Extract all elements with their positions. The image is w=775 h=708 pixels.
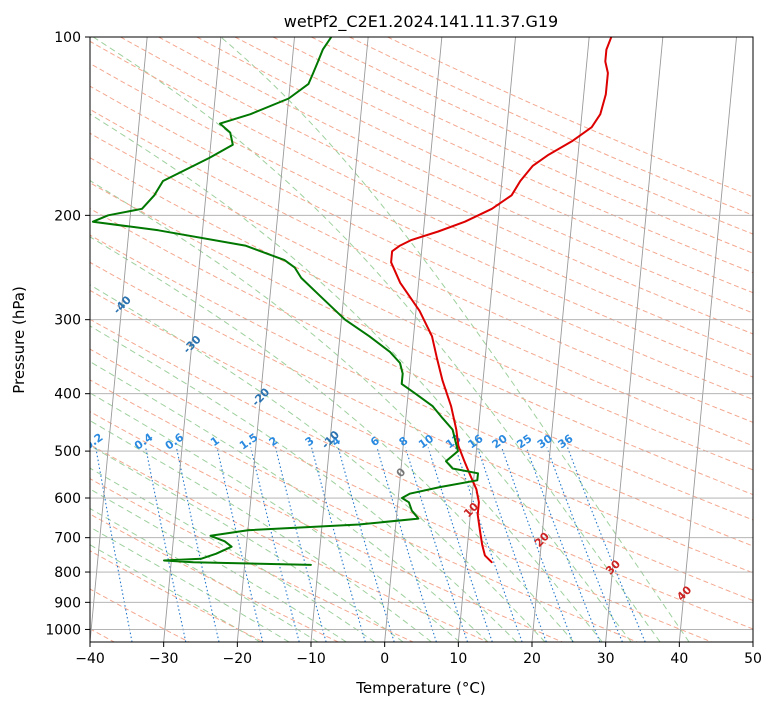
x-tick-label: 0 bbox=[380, 651, 389, 667]
y-axis-title: Pressure (hPa) bbox=[10, 286, 28, 394]
x-tick-label: 50 bbox=[744, 651, 762, 667]
isotherm-line bbox=[310, 37, 369, 642]
isotherms bbox=[90, 37, 753, 642]
x-tick-label: 30 bbox=[597, 651, 615, 667]
x-tick-label: −20 bbox=[223, 651, 253, 667]
isotherm-line bbox=[531, 37, 590, 642]
dry-adiabat-line bbox=[90, 108, 753, 423]
y-tick-label: 600 bbox=[54, 491, 81, 507]
x-tick-label: 20 bbox=[523, 651, 541, 667]
x-tick-label: −40 bbox=[75, 651, 105, 667]
y-tick-label: 800 bbox=[54, 565, 81, 581]
moist-adiabat-line bbox=[90, 361, 489, 642]
moist-adiabat-line bbox=[90, 507, 319, 642]
mixing-ratio-line bbox=[546, 447, 623, 642]
isotherm-line bbox=[678, 37, 737, 642]
dry-adiabats bbox=[90, 37, 753, 642]
dry-adiabat-line bbox=[311, 37, 753, 235]
temperature-profile-line bbox=[390, 37, 613, 564]
moist-adiabat-line bbox=[92, 37, 661, 642]
dry-adiabat-line bbox=[90, 318, 753, 630]
moist-adiabat-line bbox=[90, 488, 347, 642]
dry-adiabat-line bbox=[90, 261, 753, 574]
chart-title: wetPf2_C2E1.2024.141.11.37.G19 bbox=[284, 12, 558, 32]
plot-frame bbox=[89, 36, 754, 643]
y-tick-label: 300 bbox=[54, 313, 81, 329]
mixing-ratio-line bbox=[145, 447, 187, 642]
mixing-ratio-line bbox=[476, 447, 547, 642]
dewpoint-profile-line bbox=[91, 37, 479, 566]
mixing-ratio-line bbox=[567, 447, 646, 642]
isotherm-line bbox=[236, 37, 295, 642]
x-axis-title: Temperature (°C) bbox=[355, 679, 485, 697]
y-tick-label: 200 bbox=[54, 208, 81, 224]
moist-adiabat-line bbox=[90, 392, 461, 642]
moist-adiabat-line bbox=[220, 37, 690, 642]
mixing-ratio-line bbox=[175, 447, 220, 642]
moist-adiabat-line bbox=[90, 113, 632, 642]
x-tick-label: 40 bbox=[670, 651, 688, 667]
y-tick-label: 400 bbox=[54, 387, 81, 403]
y-tick-label: 1000 bbox=[45, 622, 81, 638]
y-tick-label: 900 bbox=[54, 595, 81, 611]
dry-adiabat-line bbox=[90, 182, 753, 496]
mixing-ratio-line bbox=[274, 447, 327, 642]
isotherm-line bbox=[163, 37, 222, 642]
plot-area: 0.10.20.40.611.52346810131620253036-100-… bbox=[90, 37, 753, 642]
dry-adiabat-line bbox=[349, 37, 753, 216]
x-axis-ticks: −40 −30 −20 −10 0 10 20 30 40 50 bbox=[75, 642, 762, 667]
dry-adiabat-line bbox=[90, 132, 753, 447]
mixing-ratio-line bbox=[95, 447, 133, 642]
x-tick-label: −30 bbox=[149, 651, 179, 667]
mixing-ratio-line bbox=[337, 447, 395, 642]
moist-adiabat-line bbox=[90, 420, 432, 642]
mixing-ratio-line bbox=[525, 447, 601, 642]
moist-adiabat-line bbox=[90, 467, 376, 642]
dry-adiabat-line bbox=[90, 85, 753, 401]
isotherm-line bbox=[457, 37, 516, 642]
isotherm-line bbox=[90, 37, 148, 642]
dry-adiabat-line bbox=[90, 157, 753, 471]
mixing-ratio-lines bbox=[95, 447, 646, 642]
y-tick-label: 500 bbox=[54, 444, 81, 460]
mixing-ratio-line bbox=[311, 447, 366, 642]
moist-adiabat-line bbox=[90, 236, 574, 642]
mixing-ratio-line bbox=[216, 447, 264, 642]
moist-adiabat-line bbox=[90, 284, 546, 642]
y-axis-ticks: 100 200 300 400 500 600 700 800 900 1000 bbox=[45, 30, 90, 638]
y-tick-label: 100 bbox=[54, 30, 81, 46]
isobars bbox=[90, 37, 753, 630]
dry-adiabat-line bbox=[234, 37, 753, 274]
mixing-ratio-line bbox=[250, 447, 300, 642]
x-tick-label: 10 bbox=[449, 651, 467, 667]
dry-adiabat-line bbox=[158, 37, 753, 314]
isotherm-line bbox=[605, 37, 664, 642]
sounding-profiles bbox=[91, 37, 613, 566]
isotherm-line bbox=[384, 37, 443, 642]
dry-adiabat-line bbox=[90, 234, 753, 547]
mixing-ratio-line bbox=[501, 447, 574, 642]
dry-adiabat-line bbox=[387, 37, 753, 198]
moist-adiabat-line bbox=[90, 179, 603, 642]
dry-adiabat-line bbox=[90, 40, 753, 356]
x-tick-label: −10 bbox=[296, 651, 326, 667]
y-tick-label: 700 bbox=[54, 531, 81, 547]
